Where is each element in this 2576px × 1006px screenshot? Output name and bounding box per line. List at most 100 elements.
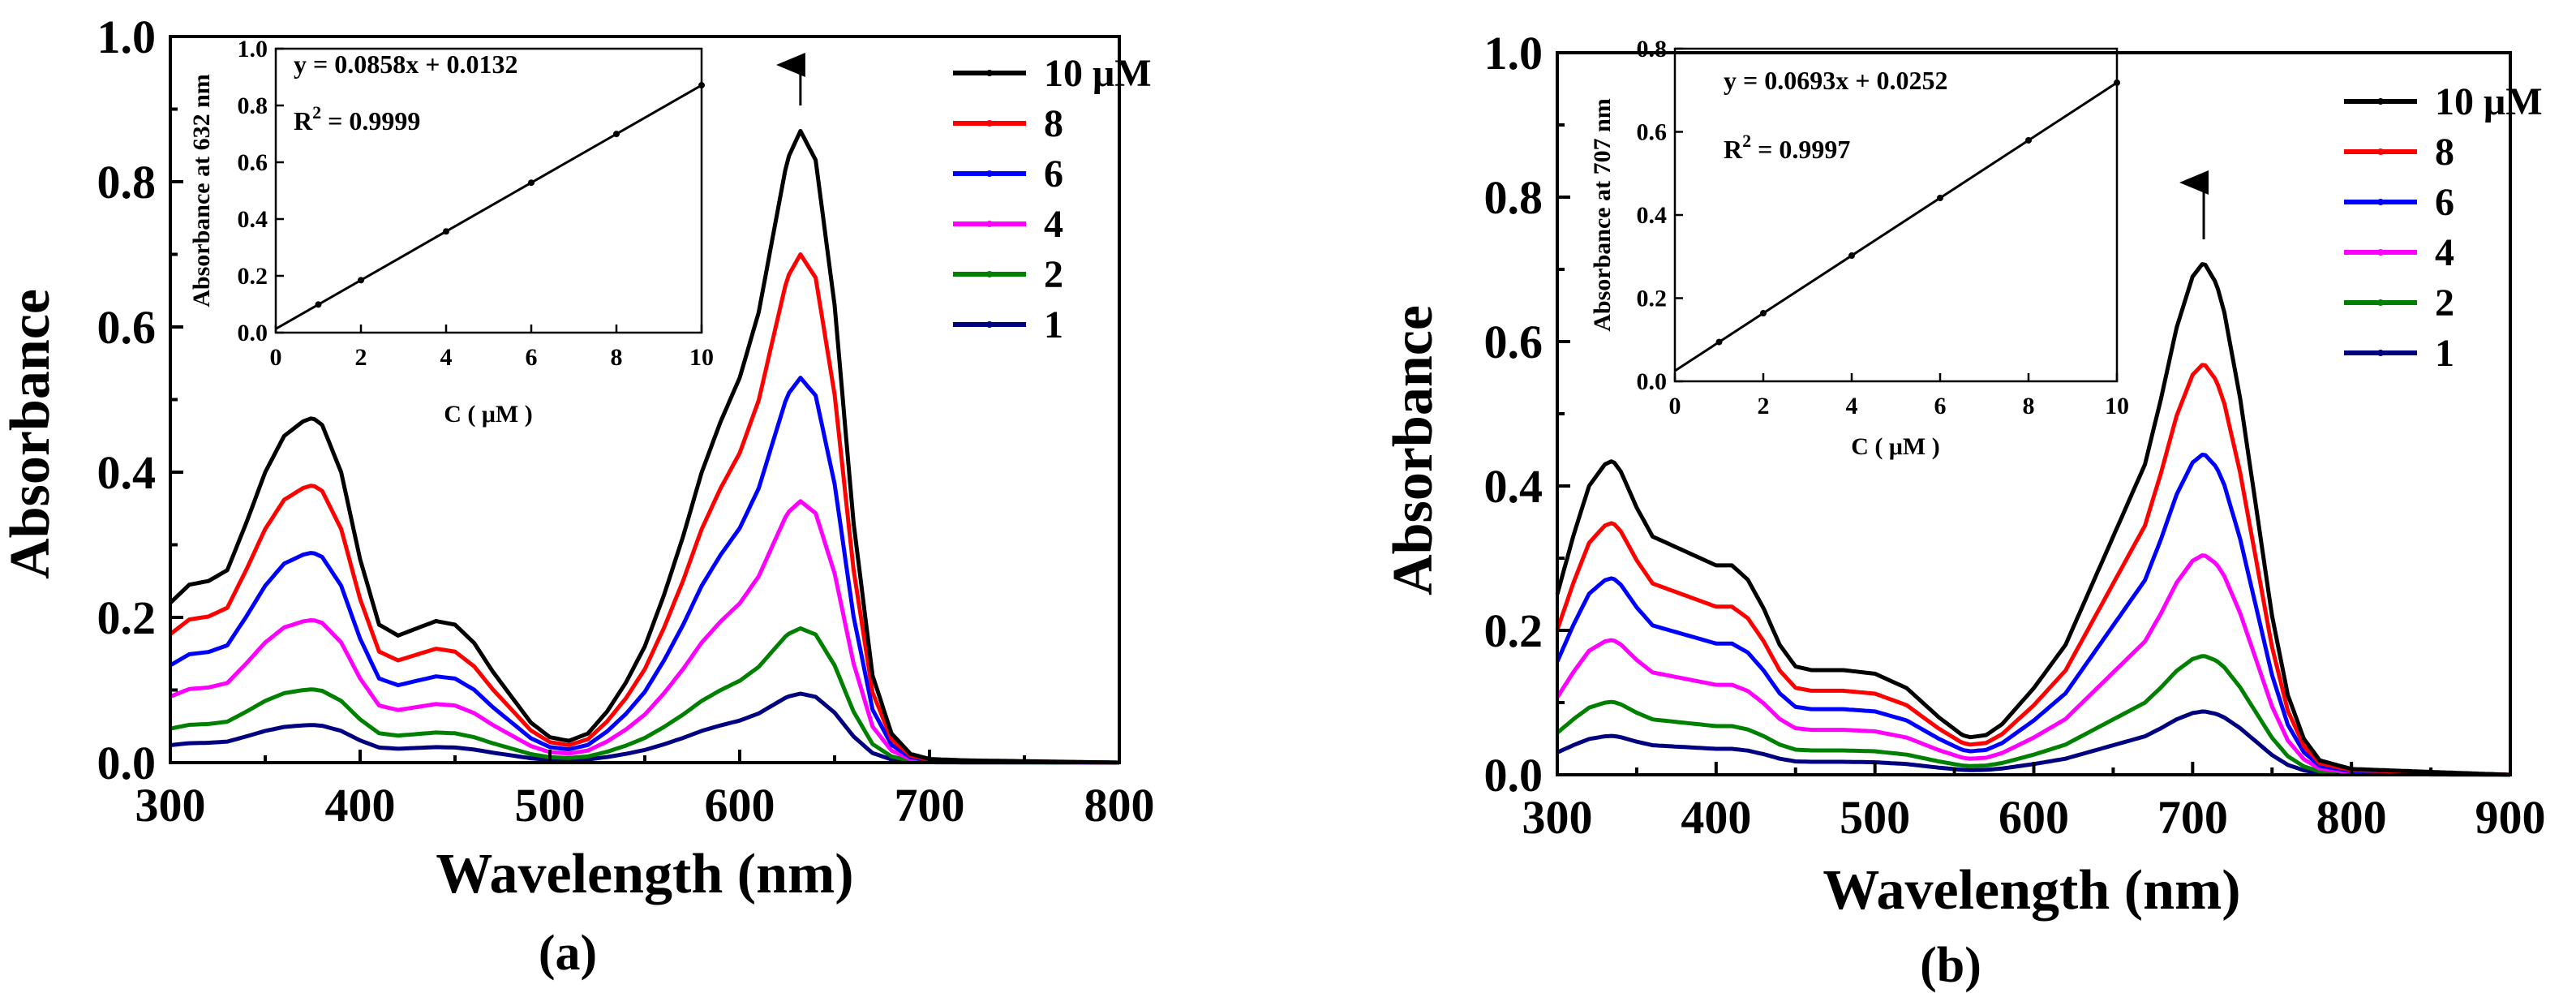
- panel-a-inset-r2: R2 = 0.9999: [294, 102, 420, 135]
- legend-marker: [986, 221, 993, 227]
- legend-label: 2: [1044, 253, 1063, 296]
- panel-b-inset-fit-line: [1674, 81, 2118, 372]
- y-tick-label: 0.8: [1484, 171, 1543, 224]
- panel-b-inset-y-title: Absorbance at 707 nm: [1589, 98, 1616, 332]
- panel-b-inset: 0 2 4 6 8 10 0.0 0.2 0.4 0.6 0.8 y = 0.0693x + 0.0…: [1589, 36, 2129, 460]
- inset-y-tick-label: 0.4: [1637, 202, 1668, 229]
- x-tick-label: 500: [1840, 791, 1910, 844]
- panel-a-inset-ticks: 0 2 4 6 8 10 0.0 0.2 0.4 0.6 0.8 1.0: [238, 36, 715, 371]
- inset-x-tick-label: 4: [440, 344, 453, 371]
- spectrum-6-line: [1555, 453, 2511, 777]
- inset-y-tick-label: 0.6: [1637, 119, 1668, 146]
- inset-x-tick-label: 2: [355, 344, 367, 371]
- x-tick-label: 800: [1084, 779, 1155, 832]
- y-tick-label: 0.0: [97, 737, 157, 789]
- x-tick-label: 900: [2475, 791, 2546, 844]
- x-tick-label: 700: [2157, 791, 2228, 844]
- inset-y-tick-label: 1.0: [238, 36, 268, 62]
- panel-a-ticks: 300 400 500 600 700 800 0.0 0.2 0.4 0.6 0.8 1.0: [97, 11, 1155, 832]
- inset-data-point: [1937, 194, 1943, 201]
- inset-x-tick-label: 4: [1846, 393, 1858, 419]
- legend-label: 8: [1044, 102, 1063, 145]
- panel-b-inset-ticks: 0 2 4 6 8 10 0.0 0.2 0.4 0.6 0.8: [1637, 36, 2130, 419]
- spectrum-6-line: [169, 376, 1119, 765]
- inset-x-tick-label: 8: [611, 344, 623, 371]
- spectrum-10-line: [169, 128, 1120, 765]
- inset-data-point: [2025, 136, 2032, 144]
- panel-b-inset-x-title: C ( μM ): [1851, 433, 1939, 460]
- panel-b-spectra: [1555, 262, 2511, 777]
- panel-a-legend: 10 μM 8 6 4 2 1: [953, 52, 1152, 346]
- panel-a-y-axis-title: Absorbance: [0, 289, 62, 579]
- inset-data-point: [1848, 252, 1855, 260]
- panel-b-inset-points: [1715, 79, 2120, 346]
- legend-label: 1: [2435, 332, 2454, 375]
- inset-y-tick-label: 0.4: [238, 206, 268, 233]
- legend-marker: [2377, 299, 2384, 306]
- panel-b-inset-equation: y = 0.0693x + 0.0252: [1724, 66, 1947, 95]
- inset-y-tick-label: 0.0: [1637, 368, 1668, 395]
- inset-x-tick-label: 10: [2105, 393, 2129, 419]
- y-tick-label: 0.6: [97, 301, 157, 354]
- legend-marker: [986, 321, 993, 328]
- legend-label: 8: [2435, 131, 2454, 174]
- panel-b-ticks: 300 400 500 600 700 800 900 0.0 0.2 0.4 0.6 0.8 1.0: [1484, 27, 2546, 844]
- inset-y-tick-label: 0.8: [238, 92, 268, 119]
- legend-marker: [2377, 249, 2384, 256]
- legend-label: 6: [1044, 153, 1063, 196]
- y-tick-label: 0.4: [97, 446, 157, 499]
- spectrum-4-line: [1555, 553, 2511, 777]
- panel-a-inset-frame: [274, 47, 703, 334]
- panel-b-y-axis-title: Absorbance: [1382, 305, 1445, 595]
- inset-y-tick-label: 0.2: [238, 263, 268, 290]
- inset-data-point: [528, 179, 535, 187]
- panel-a-inset-fit-line: [275, 84, 702, 330]
- legend-marker: [986, 70, 993, 76]
- panel-b-x-axis-title: Wavelength (nm): [1823, 859, 2240, 922]
- y-tick-label: 0.2: [97, 591, 157, 644]
- inset-x-tick-label: 0: [1669, 393, 1681, 419]
- inset-y-tick-label: 0.0: [238, 320, 268, 346]
- panel-a-x-axis-title: Wavelength (nm): [436, 843, 853, 905]
- inset-data-point: [443, 228, 449, 235]
- y-tick-label: 1.0: [97, 11, 157, 63]
- legend-marker: [986, 271, 993, 277]
- y-tick-label: 0.2: [1484, 604, 1543, 657]
- legend-marker: [986, 170, 993, 177]
- legend-label: 4: [1044, 203, 1063, 246]
- legend-marker: [2377, 350, 2384, 356]
- panel-a-label: (a): [539, 926, 597, 981]
- legend-label: 10 μM: [2435, 80, 2543, 123]
- panel-a-inset: 0 2 4 6 8 10 0.0 0.2 0.4 0.6 0.8 1.0 y = 0.0858x + …: [188, 36, 714, 428]
- legend-label: 10 μM: [1044, 52, 1152, 95]
- legend-marker: [2377, 199, 2384, 205]
- inset-x-tick-label: 6: [1934, 393, 1947, 419]
- legend-label: 2: [2435, 282, 2454, 325]
- x-tick-label: 600: [705, 779, 775, 832]
- panel-b: 300 400 500 600 700 800 9000.00.20.40.60.81.0 …: [1382, 27, 2546, 993]
- inset-data-point: [358, 277, 364, 284]
- panel-a-inset-x-title: C ( μM ): [444, 401, 532, 428]
- x-tick-label: 800: [2316, 791, 2387, 844]
- y-tick-label: 0.4: [1484, 460, 1543, 513]
- panel-b-inset-frame: [1673, 47, 2119, 383]
- x-tick-label: 700: [895, 779, 965, 832]
- inset-data-point: [698, 82, 705, 89]
- spectrum-10-line: [1555, 262, 2511, 777]
- y-tick-label: 1.0: [1484, 27, 1543, 80]
- inset-y-tick-label: 0.2: [1637, 286, 1668, 312]
- inset-x-tick-label: 8: [2023, 393, 2035, 419]
- inset-x-tick-label: 0: [270, 344, 282, 371]
- x-tick-label: 400: [325, 779, 396, 832]
- x-tick-label: 400: [1681, 791, 1751, 844]
- panel-a: 300 400 500 600 700 800 0.0 0.2 0.4 0.6 0.8 1.0 Wav…: [0, 11, 1155, 981]
- inset-data-point: [315, 301, 322, 308]
- x-tick-label: 300: [135, 779, 206, 832]
- panel-a-inset-y-title: Absorbance at 632 nm: [188, 74, 215, 307]
- x-tick-label: 300: [1522, 791, 1593, 844]
- legend-marker: [986, 120, 993, 127]
- legend-label: 6: [2435, 181, 2454, 224]
- legend-marker: [2377, 98, 2384, 105]
- inset-x-tick-label: 2: [1758, 393, 1770, 419]
